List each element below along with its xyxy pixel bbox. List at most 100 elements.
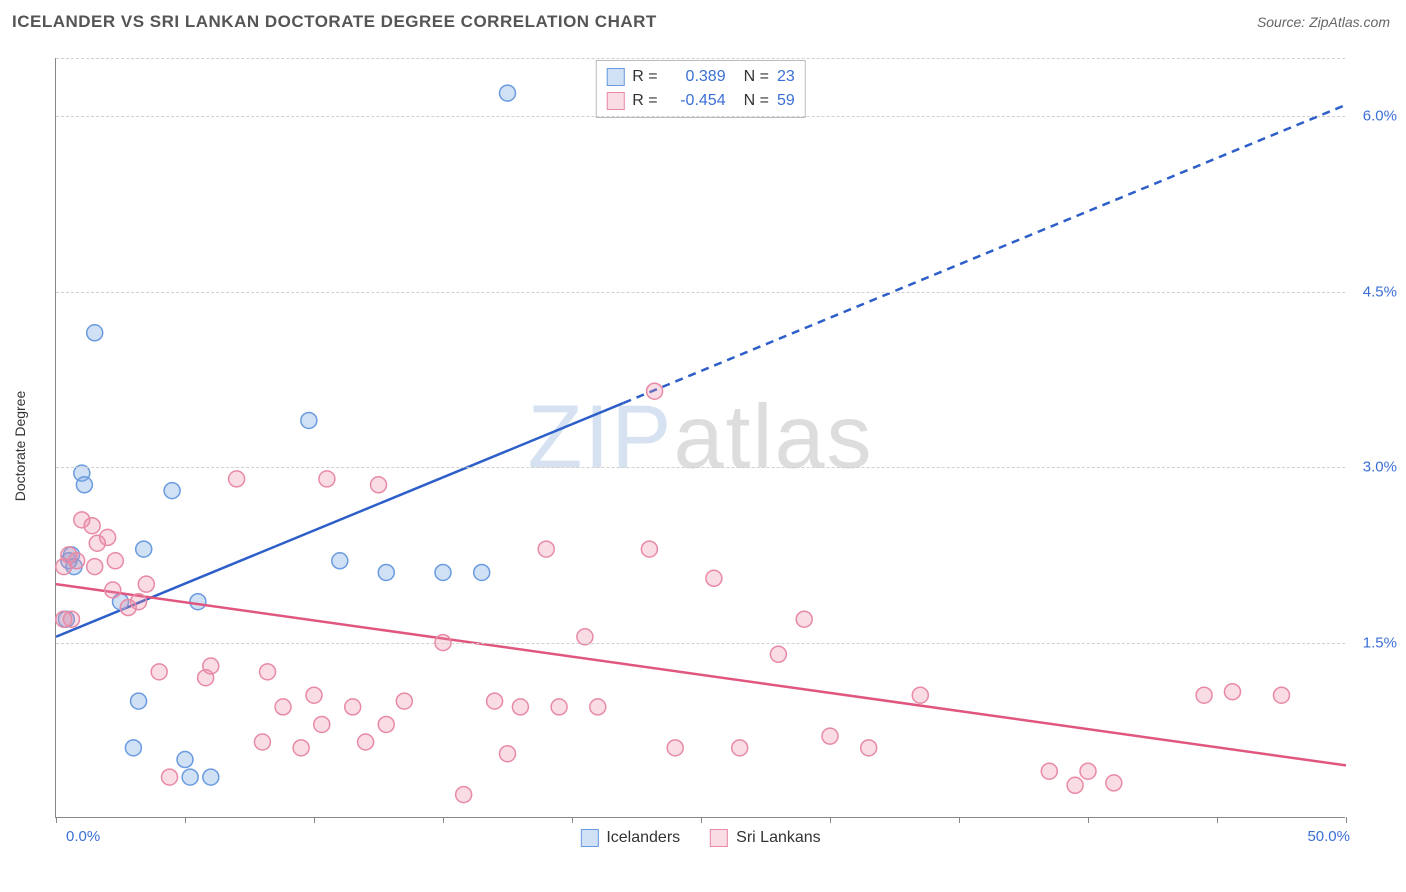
data-point bbox=[1041, 763, 1057, 779]
data-point bbox=[151, 664, 167, 680]
data-point bbox=[332, 553, 348, 569]
x-tick-mark bbox=[185, 817, 186, 823]
data-point bbox=[301, 412, 317, 428]
plot-area: ZIPatlas R = 0.389 N = 23 R = -0.454 N =… bbox=[55, 58, 1345, 818]
data-point bbox=[275, 699, 291, 715]
data-point bbox=[1106, 775, 1122, 791]
data-point bbox=[260, 664, 276, 680]
data-point bbox=[87, 325, 103, 341]
data-point bbox=[500, 746, 516, 762]
data-point bbox=[229, 471, 245, 487]
data-point bbox=[861, 740, 877, 756]
r-value: -0.454 bbox=[666, 89, 726, 113]
data-point bbox=[84, 518, 100, 534]
x-tick-mark bbox=[443, 817, 444, 823]
y-tick-label: 1.5% bbox=[1349, 634, 1397, 651]
data-point bbox=[590, 699, 606, 715]
data-point bbox=[1274, 687, 1290, 703]
data-point bbox=[136, 541, 152, 557]
data-point bbox=[306, 687, 322, 703]
gridline bbox=[56, 643, 1345, 644]
data-point bbox=[456, 787, 472, 803]
x-axis-min-label: 0.0% bbox=[66, 828, 100, 845]
swatch-icon bbox=[606, 68, 624, 86]
x-axis-max-label: 50.0% bbox=[1307, 828, 1350, 845]
x-tick-mark bbox=[1346, 817, 1347, 823]
x-tick-mark bbox=[572, 817, 573, 823]
data-point bbox=[487, 693, 503, 709]
data-point bbox=[293, 740, 309, 756]
x-tick-mark bbox=[701, 817, 702, 823]
r-label: R = bbox=[632, 89, 657, 113]
x-tick-mark bbox=[959, 817, 960, 823]
r-label: R = bbox=[632, 65, 657, 89]
data-point bbox=[538, 541, 554, 557]
legend-item-srilankans: Sri Lankans bbox=[710, 829, 821, 847]
data-point bbox=[647, 383, 663, 399]
data-point bbox=[69, 553, 85, 569]
data-point bbox=[732, 740, 748, 756]
data-point bbox=[641, 541, 657, 557]
data-point bbox=[203, 658, 219, 674]
data-point bbox=[203, 769, 219, 785]
x-tick-mark bbox=[1088, 817, 1089, 823]
data-point bbox=[1080, 763, 1096, 779]
data-point bbox=[474, 564, 490, 580]
data-point bbox=[76, 477, 92, 493]
data-point bbox=[105, 582, 121, 598]
x-tick-mark bbox=[830, 817, 831, 823]
chart-svg bbox=[56, 58, 1345, 817]
source-attribution: Source: ZipAtlas.com bbox=[1257, 14, 1390, 30]
n-value: 59 bbox=[777, 89, 795, 113]
data-point bbox=[378, 564, 394, 580]
data-point bbox=[1196, 687, 1212, 703]
correlation-legend: R = 0.389 N = 23 R = -0.454 N = 59 bbox=[595, 60, 805, 118]
data-point bbox=[319, 471, 335, 487]
n-label: N = bbox=[744, 65, 769, 89]
data-point bbox=[100, 529, 116, 545]
source-name: ZipAtlas.com bbox=[1309, 14, 1390, 30]
data-point bbox=[138, 576, 154, 592]
data-point bbox=[164, 483, 180, 499]
swatch-icon bbox=[580, 829, 598, 847]
swatch-icon bbox=[606, 92, 624, 110]
data-point bbox=[131, 693, 147, 709]
y-tick-label: 6.0% bbox=[1349, 108, 1397, 125]
trend-line-dashed bbox=[624, 105, 1346, 403]
data-point bbox=[162, 769, 178, 785]
series-legend: Icelanders Sri Lankans bbox=[580, 829, 820, 847]
data-point bbox=[371, 477, 387, 493]
data-point bbox=[822, 728, 838, 744]
data-point bbox=[254, 734, 270, 750]
gridline bbox=[56, 467, 1345, 468]
legend-label: Icelanders bbox=[606, 829, 680, 847]
data-point bbox=[435, 564, 451, 580]
data-point bbox=[190, 594, 206, 610]
data-point bbox=[182, 769, 198, 785]
data-point bbox=[63, 611, 79, 627]
data-point bbox=[131, 594, 147, 610]
chart-header: ICELANDER VS SRI LANKAN DOCTORATE DEGREE… bbox=[0, 0, 1406, 44]
legend-label: Sri Lankans bbox=[736, 829, 821, 847]
data-point bbox=[314, 716, 330, 732]
data-point bbox=[912, 687, 928, 703]
data-point bbox=[87, 559, 103, 575]
data-point bbox=[396, 693, 412, 709]
data-point bbox=[500, 85, 516, 101]
legend-row-icelanders: R = 0.389 N = 23 bbox=[606, 65, 794, 89]
data-point bbox=[107, 553, 123, 569]
data-point bbox=[667, 740, 683, 756]
data-point bbox=[1224, 684, 1240, 700]
r-value: 0.389 bbox=[666, 65, 726, 89]
gridline bbox=[56, 116, 1345, 117]
legend-row-srilankans: R = -0.454 N = 59 bbox=[606, 89, 794, 113]
n-label: N = bbox=[744, 89, 769, 113]
x-tick-mark bbox=[314, 817, 315, 823]
y-tick-label: 4.5% bbox=[1349, 283, 1397, 300]
n-value: 23 bbox=[777, 65, 795, 89]
data-point bbox=[358, 734, 374, 750]
data-point bbox=[512, 699, 528, 715]
data-point bbox=[177, 752, 193, 768]
data-point bbox=[125, 740, 141, 756]
x-tick-mark bbox=[56, 817, 57, 823]
